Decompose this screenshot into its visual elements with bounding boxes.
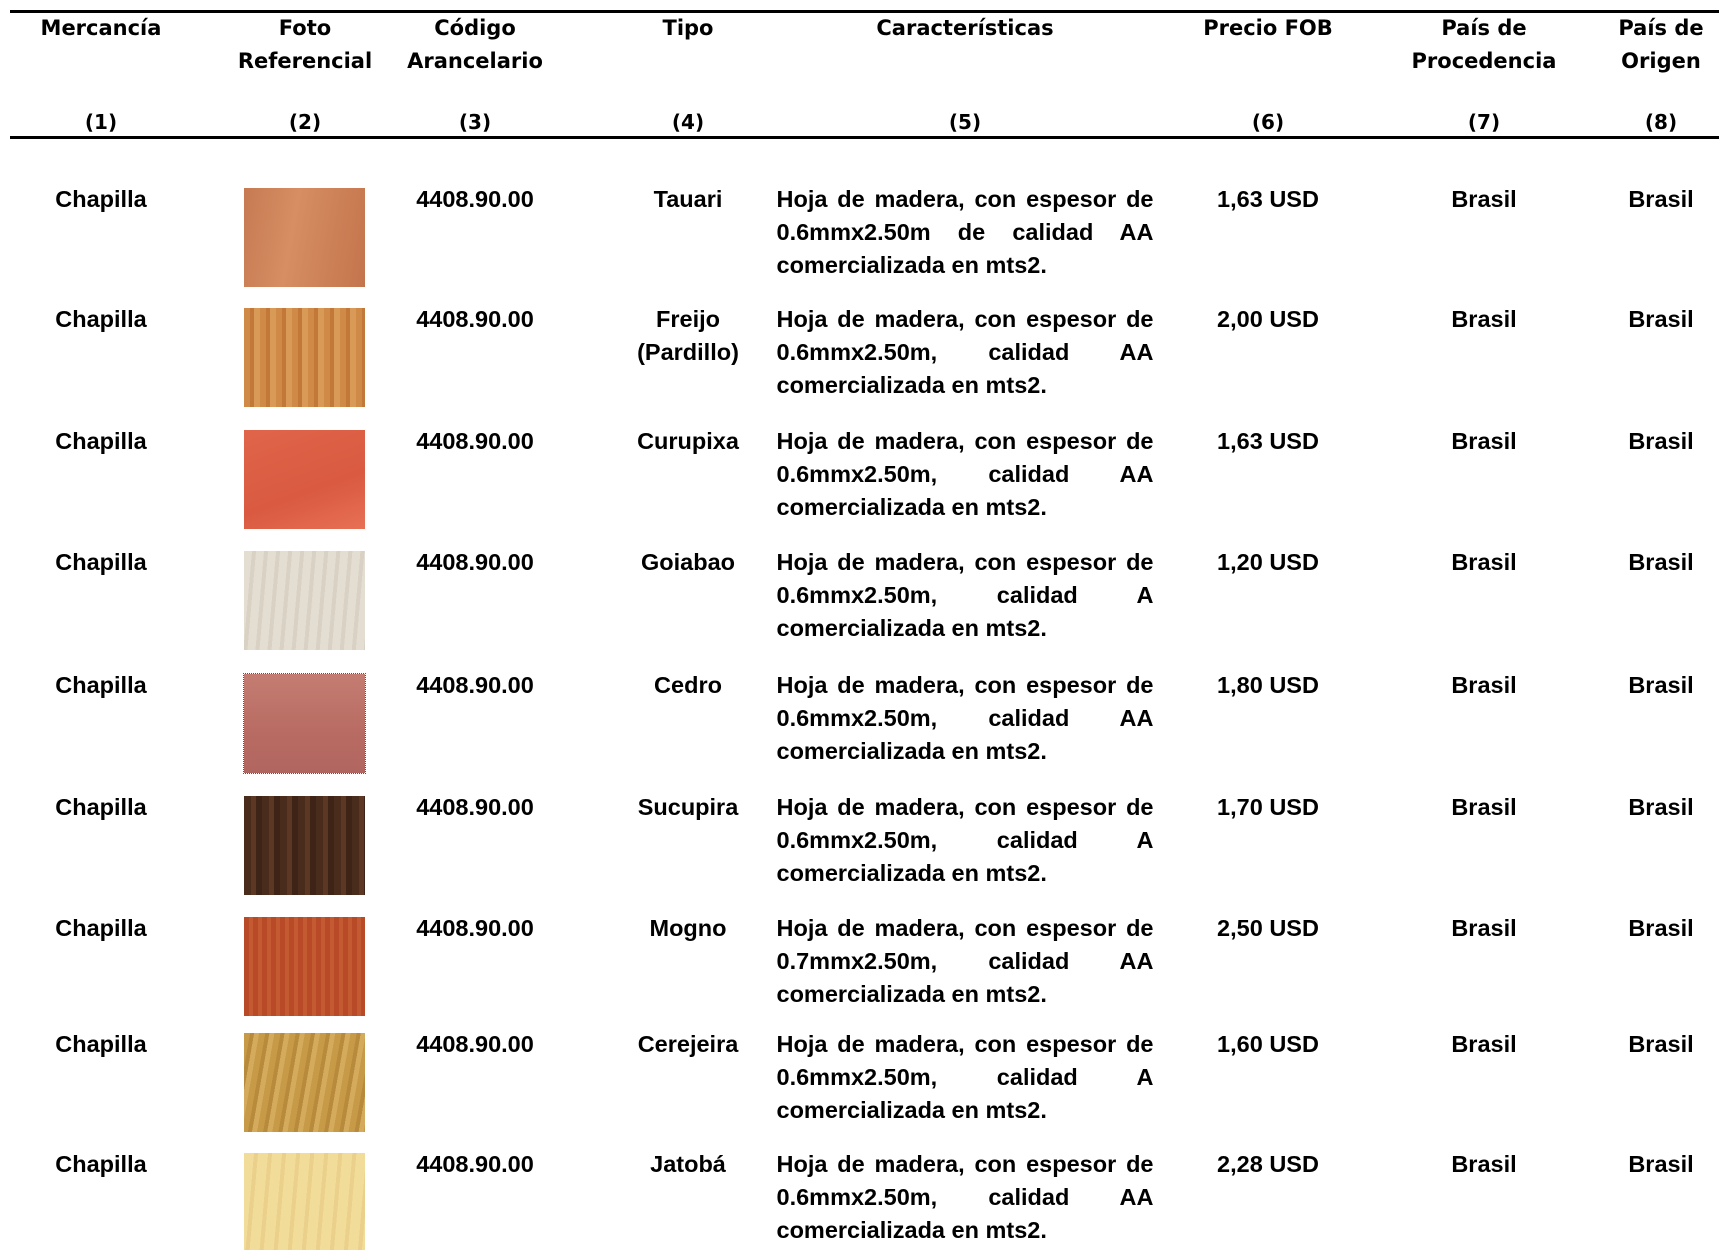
caracteristicas-cell: Hoja de madera, con espesor de 0.6mmx2.5… <box>776 306 1154 398</box>
codigo-cell: 4408.90.00 <box>416 1151 534 1177</box>
codigo-cell: 4408.90.00 <box>416 186 534 212</box>
codigo-cell: 4408.90.00 <box>416 794 534 820</box>
wood-photo <box>244 308 365 407</box>
mercancia-cell: Chapilla <box>55 306 147 332</box>
caracteristicas-cell: Hoja de madera, con espesor de 0.6mmx2.5… <box>776 186 1154 278</box>
origen-cell: Brasil <box>1628 794 1694 820</box>
tipo-cell: Jatobá <box>650 1151 726 1177</box>
tipo-cell: Curupixa <box>637 428 739 454</box>
caracteristicas-cell: Hoja de madera, con espesor de 0.6mmx2.5… <box>776 672 1154 764</box>
wood-photo <box>244 188 365 287</box>
precio-cell: 1,20 USD <box>1217 549 1319 575</box>
mercancia-cell: Chapilla <box>55 428 147 454</box>
precio-cell: 1,63 USD <box>1217 186 1319 212</box>
precio-cell: 1,70 USD <box>1217 794 1319 820</box>
header-title: País de <box>1618 16 1704 40</box>
wood-photo <box>244 430 365 529</box>
header-number: (6) <box>1251 110 1285 134</box>
origen-cell: Brasil <box>1628 915 1694 941</box>
header-title: Procedencia <box>1411 49 1557 73</box>
caracteristicas-cell: Hoja de madera, con espesor de 0.6mmx2.5… <box>776 549 1154 641</box>
wood-photo <box>244 796 365 895</box>
header-title: Características <box>876 16 1054 40</box>
caracteristicas-cell: Hoja de madera, con espesor de 0.6mmx2.5… <box>776 1151 1154 1243</box>
header-title: Mercancía <box>40 16 162 40</box>
mercancia-cell: Chapilla <box>55 1031 147 1057</box>
precio-cell: 2,50 USD <box>1217 915 1319 941</box>
header-title: Código <box>434 16 516 40</box>
header-title: Arancelario <box>407 49 543 73</box>
caracteristicas-cell: Hoja de madera, con espesor de 0.7mmx2.5… <box>776 915 1154 1007</box>
procedencia-cell: Brasil <box>1451 915 1517 941</box>
procedencia-cell: Brasil <box>1451 794 1517 820</box>
header-rule <box>10 136 1719 139</box>
caracteristicas-cell: Hoja de madera, con espesor de 0.6mmx2.5… <box>776 794 1154 886</box>
wood-photo <box>244 1033 365 1132</box>
mercancia-cell: Chapilla <box>55 672 147 698</box>
procedencia-cell: Brasil <box>1451 306 1517 332</box>
mercancia-cell: Chapilla <box>55 186 147 212</box>
tipo-cell: Sucupira <box>637 794 739 820</box>
codigo-cell: 4408.90.00 <box>416 428 534 454</box>
tipo-cell: Goiabao <box>640 549 735 575</box>
header-number: (4) <box>671 110 705 134</box>
origen-cell: Brasil <box>1628 549 1694 575</box>
procedencia-cell: Brasil <box>1451 1031 1517 1057</box>
header-title: Precio FOB <box>1203 16 1333 40</box>
tipo-cell: Mogno <box>649 915 727 941</box>
tipo-cell: Freijo (Pardillo) <box>637 306 739 365</box>
precio-cell: 1,80 USD <box>1217 672 1319 698</box>
origen-cell: Brasil <box>1628 306 1694 332</box>
codigo-cell: 4408.90.00 <box>416 306 534 332</box>
codigo-cell: 4408.90.00 <box>416 915 534 941</box>
wood-photo <box>244 1153 365 1250</box>
header-title: País de <box>1441 16 1527 40</box>
precio-cell: 2,28 USD <box>1217 1151 1319 1177</box>
header-number: (5) <box>948 110 982 134</box>
codigo-cell: 4408.90.00 <box>416 672 534 698</box>
origen-cell: Brasil <box>1628 428 1694 454</box>
header-number: (7) <box>1467 110 1501 134</box>
tipo-cell: Tauari <box>653 186 723 212</box>
wood-photo <box>244 917 365 1016</box>
header-number: (1) <box>84 110 118 134</box>
wood-photo <box>244 551 365 650</box>
header-number: (8) <box>1644 110 1678 134</box>
header-number: (2) <box>288 110 322 134</box>
precio-cell: 1,60 USD <box>1217 1031 1319 1057</box>
header-title: Tipo <box>662 16 714 40</box>
header-number: (3) <box>458 110 492 134</box>
procedencia-cell: Brasil <box>1451 1151 1517 1177</box>
caracteristicas-cell: Hoja de madera, con espesor de 0.6mmx2.5… <box>776 1031 1154 1123</box>
origen-cell: Brasil <box>1628 1031 1694 1057</box>
mercancia-cell: Chapilla <box>55 549 147 575</box>
precio-cell: 2,00 USD <box>1217 306 1319 332</box>
procedencia-cell: Brasil <box>1451 428 1517 454</box>
origen-cell: Brasil <box>1628 672 1694 698</box>
header-title: Referencial <box>237 49 373 73</box>
procedencia-cell: Brasil <box>1451 186 1517 212</box>
precio-cell: 1,63 USD <box>1217 428 1319 454</box>
procedencia-cell: Brasil <box>1451 672 1517 698</box>
wood-photo <box>243 673 366 774</box>
header-title: Origen <box>1621 49 1701 73</box>
mercancia-cell: Chapilla <box>55 794 147 820</box>
codigo-cell: 4408.90.00 <box>416 549 534 575</box>
mercancia-cell: Chapilla <box>55 915 147 941</box>
codigo-cell: 4408.90.00 <box>416 1031 534 1057</box>
caracteristicas-cell: Hoja de madera, con espesor de 0.6mmx2.5… <box>776 428 1154 520</box>
tipo-cell: Cerejeira <box>637 1031 739 1057</box>
top-rule <box>10 10 1719 13</box>
origen-cell: Brasil <box>1628 1151 1694 1177</box>
origen-cell: Brasil <box>1628 186 1694 212</box>
mercancia-cell: Chapilla <box>55 1151 147 1177</box>
procedencia-cell: Brasil <box>1451 549 1517 575</box>
tipo-cell: Cedro <box>654 672 722 698</box>
header-title: Foto <box>278 16 332 40</box>
